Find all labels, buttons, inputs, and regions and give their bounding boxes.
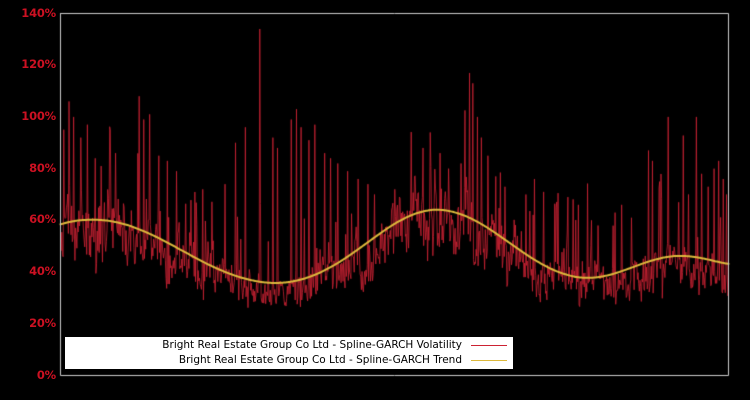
legend-label-trend: Bright Real Estate Group Co Ltd - Spline… bbox=[178, 354, 462, 367]
y-axis-tick-label: 80% bbox=[29, 160, 56, 175]
y-axis-tick-label: 120% bbox=[21, 57, 56, 72]
y-axis-tick-label: 0% bbox=[36, 367, 56, 382]
y-axis-tick-label: 140% bbox=[21, 5, 56, 20]
chart-legend: Bright Real Estate Group Co Ltd - Spline… bbox=[65, 337, 513, 369]
y-axis: 0% 20% 40% 60% 80% 100% 120% 140% bbox=[0, 0, 56, 400]
legend-swatch-volatility-icon bbox=[471, 345, 507, 346]
legend-swatch-trend-icon bbox=[471, 360, 507, 361]
y-axis-tick-label: 40% bbox=[29, 264, 56, 279]
y-axis-tick-label: 20% bbox=[29, 315, 56, 330]
y-axis-tick-label: 100% bbox=[21, 108, 56, 123]
legend-entry-volatility: Bright Real Estate Group Co Ltd - Spline… bbox=[65, 338, 513, 353]
legend-entry-trend: Bright Real Estate Group Co Ltd - Spline… bbox=[65, 353, 513, 368]
y-axis-tick-label: 60% bbox=[29, 212, 56, 227]
legend-label-volatility: Bright Real Estate Group Co Ltd - Spline… bbox=[162, 339, 462, 352]
